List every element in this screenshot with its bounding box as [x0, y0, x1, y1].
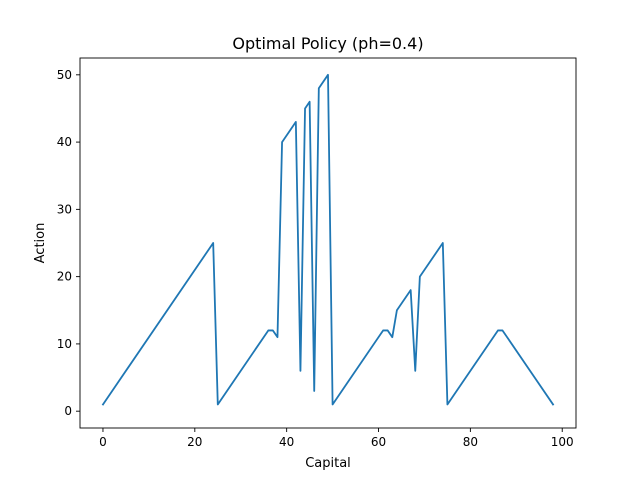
y-tick-label: 30: [57, 202, 72, 216]
y-tick-label: 0: [64, 404, 72, 418]
x-axis-ticks: 0 20 40 60 80 100: [99, 428, 574, 449]
x-axis-label: Capital: [305, 456, 351, 471]
x-tick-label: 100: [551, 435, 574, 449]
y-tick-label: 10: [57, 337, 72, 351]
series-line-0: [101, 73, 555, 406]
plot-area: 0 20 40 60 80 100 0 10 20 30 40 50: [57, 57, 577, 449]
y-tick-label: 50: [57, 68, 72, 82]
chart-title: Optimal Policy (ph=0.4): [232, 34, 423, 53]
series-layer: [101, 73, 555, 406]
axes-frame: [79, 57, 577, 429]
x-tick-label: 20: [187, 435, 202, 449]
x-tick-label: 60: [371, 435, 386, 449]
x-tick-label: 40: [279, 435, 294, 449]
x-tick-label: 0: [99, 435, 107, 449]
y-axis-label: Action: [33, 223, 48, 264]
y-tick-label: 20: [57, 270, 72, 284]
y-axis-ticks: 0 10 20 30 40 50: [57, 68, 80, 418]
y-tick-label: 40: [57, 135, 72, 149]
x-tick-label: 80: [463, 435, 478, 449]
